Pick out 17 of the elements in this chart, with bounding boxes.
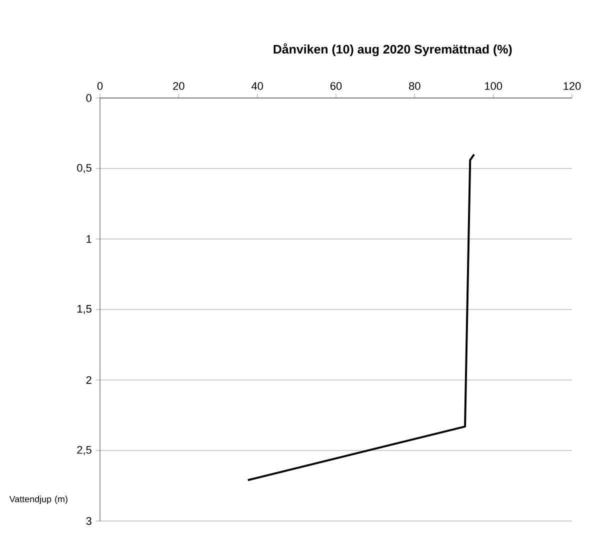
x-tick-label: 100 [485,82,502,90]
y-tick-label: 0 [86,94,92,102]
x-tick-label: 20 [173,82,184,90]
y-axis-title: Vattendjup (m) [9,496,68,504]
y-tick-label: 1,5 [77,305,92,314]
chart-title: Dånviken (10) aug 2020 Syremättnad (%) [274,43,512,56]
x-tick-label: 80 [409,82,420,90]
y-tick-label: 3 [86,517,92,525]
x-tick-label: 40 [251,82,263,90]
line-series [246,153,476,482]
y-tick-label: 1 [86,235,92,243]
x-tick-label: 120 [564,82,581,90]
x-tick-label: 60 [330,82,342,90]
x-tick-label: 0 [97,82,103,90]
y-tick-label: 2,5 [77,446,92,456]
y-tick-label: 0,5 [77,164,92,174]
y-tick-label: 2 [86,376,92,384]
